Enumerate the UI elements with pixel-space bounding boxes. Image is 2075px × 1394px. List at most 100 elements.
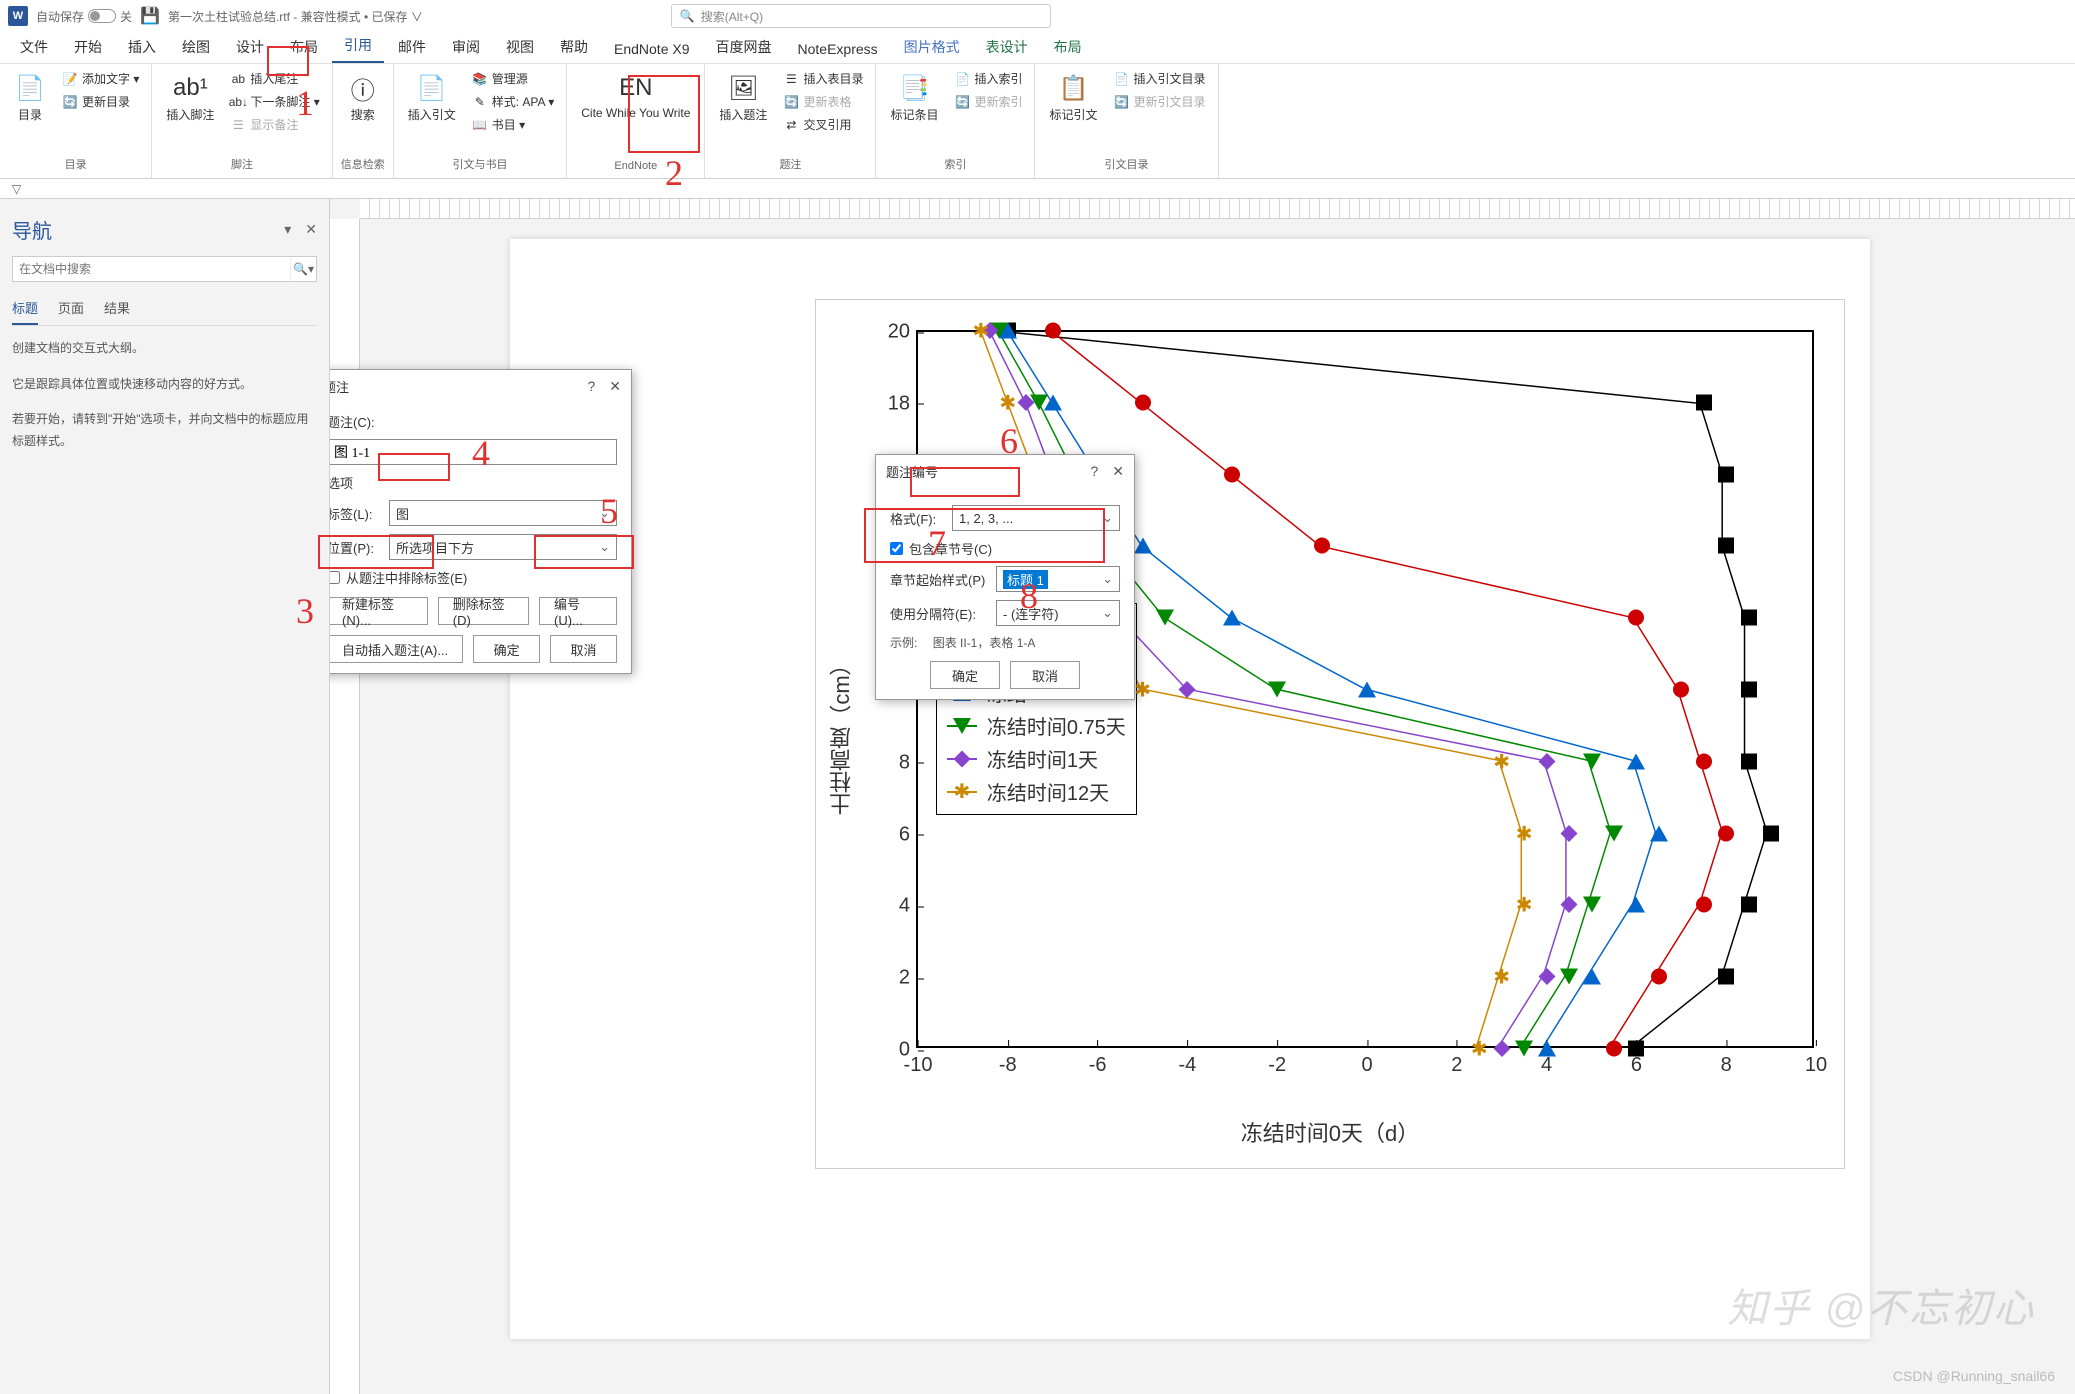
ribbon-button-label: 插入脚注 — [166, 106, 214, 123]
delete-label-button[interactable]: 删除标签(D) — [438, 597, 529, 625]
sep-label: 使用分隔符(E): — [890, 604, 990, 623]
ribbon-group-label: 目录 — [8, 154, 143, 174]
ribbon-tab[interactable]: EndNote X9 — [602, 35, 702, 63]
ribbon-icon: ab↓ — [230, 94, 246, 110]
ribbon-tab[interactable]: 设计 — [224, 31, 276, 63]
ribbon-button-label: Cite While You Write — [581, 106, 690, 120]
ribbon-tab[interactable]: 插入 — [116, 31, 168, 63]
ribbon-icon: ✎ — [472, 94, 488, 110]
ribbon-group: 📑标记条目📄插入索引🔄更新索引索引 — [876, 64, 1035, 178]
caption-input[interactable] — [330, 439, 617, 465]
ribbon-button-small[interactable]: 🔄更新引文目录 — [1110, 91, 1210, 112]
help-icon[interactable]: ? — [1090, 463, 1098, 479]
ribbon-button[interactable]: 📄目录 — [8, 68, 52, 154]
ribbon-tab[interactable]: 审阅 — [440, 31, 492, 63]
ribbon-button-small[interactable]: 🔄更新表格 — [779, 91, 867, 112]
ribbon-button[interactable]: ⓘ 搜索 — [341, 68, 385, 154]
ribbon-button-small[interactable]: ab插入尾注 — [226, 68, 323, 89]
ribbon-tab-contextual[interactable]: 布局 — [1042, 31, 1094, 63]
main-area: 导航 ▾ ✕ 🔍▾ 标题页面结果 创建文档的交互式大纲。它是跟踪具体位置或快速移… — [0, 199, 2075, 1394]
ribbon-tab[interactable]: 帮助 — [548, 31, 600, 63]
ribbon-button-small[interactable]: 🔄更新索引 — [950, 91, 1026, 112]
ok-button[interactable]: 确定 — [473, 635, 540, 663]
ribbon-label: 更新目录 — [82, 93, 130, 110]
chapter-checkbox[interactable] — [890, 542, 903, 555]
ribbon-button-small[interactable]: 🔄更新目录 — [58, 91, 143, 112]
ribbon-tab[interactable]: 开始 — [62, 31, 114, 63]
ribbon-button-small[interactable]: 📝添加文字 ▾ — [58, 68, 143, 89]
auto-caption-button[interactable]: 自动插入题注(A)... — [330, 635, 463, 663]
ribbon-icon: ab — [230, 71, 246, 87]
exclude-checkbox[interactable] — [330, 571, 340, 584]
ribbon-button-small[interactable]: 📚管理源 — [468, 68, 559, 89]
ribbon-button-small[interactable]: 📖书目 ▾ — [468, 114, 559, 135]
close-icon[interactable]: ✕ — [1112, 463, 1124, 480]
ribbon-button-small[interactable]: ☰插入表目录 — [779, 68, 867, 89]
ribbon-button-small[interactable]: ☰显示备注 — [226, 114, 323, 135]
nav-search[interactable]: 🔍▾ — [12, 256, 317, 282]
dialog-titlebar[interactable]: 题注编号 ? ✕ — [876, 455, 1134, 487]
nav-tab[interactable]: 结果 — [104, 294, 130, 325]
chapstyle-select[interactable]: 标题 1 — [996, 566, 1120, 592]
format-select[interactable]: 1, 2, 3, ... — [952, 505, 1120, 531]
embedded-chart[interactable]: 土柱高度（cm） 冻结时间0天（d） 冻结冻结冻结冻结时间0.75天冻结时间1天… — [815, 299, 1845, 1169]
dialog-titlebar[interactable]: 题注 ? ✕ — [330, 370, 631, 402]
ribbon-icon: 📝 — [62, 71, 78, 87]
cancel-button[interactable]: 取消 — [550, 635, 617, 663]
save-icon[interactable]: 💾 — [140, 6, 160, 26]
ribbon-collapse-bar[interactable]: ▽ — [0, 179, 2075, 199]
position-select[interactable]: 所选项目下方 — [389, 534, 617, 560]
ok-button[interactable]: 确定 — [930, 661, 1000, 689]
ribbon-button-label: 搜索 — [351, 106, 375, 123]
nav-tab[interactable]: 页面 — [58, 294, 84, 325]
search-placeholder: 搜索(Alt+Q) — [701, 8, 763, 25]
ribbon-tab[interactable]: 百度网盘 — [704, 31, 784, 63]
ribbon-button-small[interactable]: ⇄交叉引用 — [779, 114, 867, 135]
ribbon-tab[interactable]: 布局 — [278, 31, 330, 63]
chart-point: ✱ — [1516, 826, 1533, 843]
cancel-button[interactable]: 取消 — [1010, 661, 1080, 689]
ribbon-button-small[interactable]: ab↓下一条脚注 ▾ — [226, 91, 323, 112]
ribbon-tab[interactable]: NoteExpress — [786, 35, 890, 63]
autosave-toggle[interactable]: 自动保存 关 — [36, 8, 132, 25]
ribbon-button[interactable]: 🖼插入题注 — [713, 68, 773, 154]
ribbon-button[interactable]: 📄插入引文 — [402, 68, 462, 154]
ribbon-tab-contextual[interactable]: 表设计 — [974, 31, 1040, 63]
nav-search-input[interactable] — [13, 257, 290, 281]
ribbon-button[interactable]: 📋标记引文 — [1043, 68, 1103, 154]
label-select[interactable]: 图 — [389, 500, 617, 526]
nav-tab[interactable]: 标题 — [12, 294, 38, 325]
ribbon-button-icon: ⓘ — [347, 72, 379, 104]
search-box[interactable]: 🔍 搜索(Alt+Q) — [671, 4, 1051, 28]
nav-search-button[interactable]: 🔍▾ — [290, 257, 316, 281]
ribbon-button[interactable]: 📑标记条目 — [884, 68, 944, 154]
ribbon-button-small[interactable]: 📄插入引文目录 — [1110, 68, 1210, 89]
ribbon-button[interactable]: ENCite While You Write — [575, 68, 696, 158]
ribbon-tab[interactable]: 文件 — [8, 31, 60, 63]
toggle-switch-icon[interactable] — [88, 9, 116, 23]
ribbon-button[interactable]: ab¹插入脚注 — [160, 68, 220, 154]
ribbon-tab[interactable]: 邮件 — [386, 31, 438, 63]
numbering-button[interactable]: 编号(U)... — [539, 597, 617, 625]
chart-point — [1651, 969, 1667, 988]
ribbon-button-label: 插入引文 — [408, 106, 456, 123]
close-icon[interactable]: ✕ — [609, 378, 621, 395]
chart-point — [1538, 1041, 1556, 1060]
chart-point — [1718, 538, 1734, 557]
ribbon-tab[interactable]: 绘图 — [170, 31, 222, 63]
nav-dropdown-icon[interactable]: ▾ — [284, 221, 291, 238]
help-icon[interactable]: ? — [587, 378, 595, 394]
nav-close-icon[interactable]: ✕ — [305, 221, 317, 238]
new-label-button[interactable]: 新建标签(N)... — [330, 597, 428, 625]
chart-point — [1583, 753, 1601, 772]
ribbon-button-small[interactable]: 📄插入索引 — [950, 68, 1026, 89]
chart-point — [1181, 684, 1193, 699]
ribbon-tab[interactable]: 引用 — [332, 29, 384, 63]
sep-select[interactable]: - (连字符) — [996, 600, 1120, 626]
chart-point — [1673, 682, 1689, 701]
ribbon-tab[interactable]: 视图 — [494, 31, 546, 63]
ribbon-tab-contextual[interactable]: 图片格式 — [892, 31, 972, 63]
ribbon-button-small[interactable]: ✎样式: APA ▾ — [468, 91, 559, 112]
horizontal-ruler[interactable] — [360, 199, 2075, 219]
chart-point — [1020, 396, 1032, 411]
